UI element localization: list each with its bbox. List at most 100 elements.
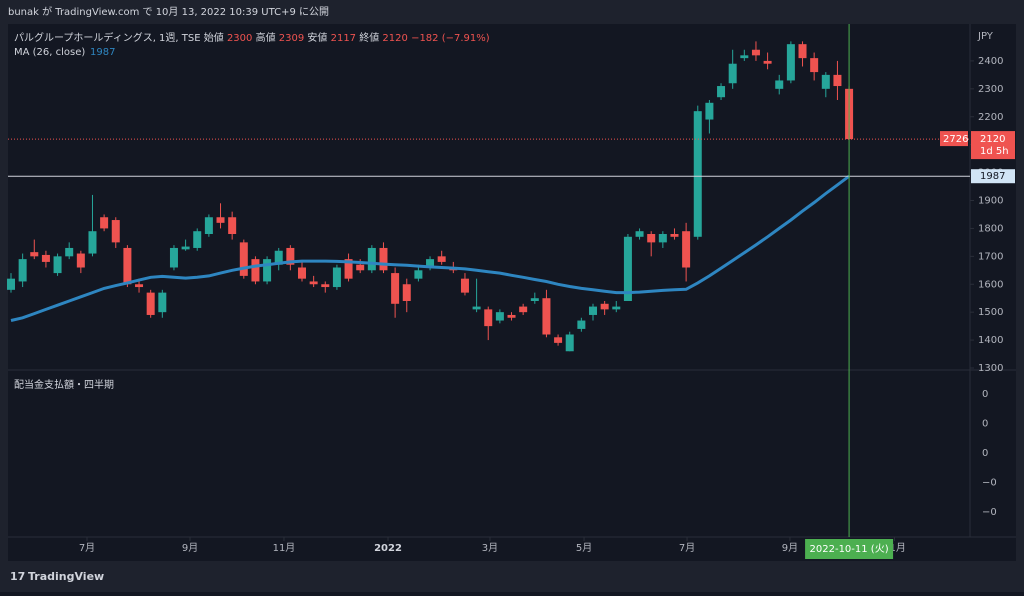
date-tag-bg (805, 539, 894, 559)
candle-body (181, 246, 190, 250)
candle-body (286, 247, 295, 265)
candle-body (356, 264, 365, 271)
crosshair-date: 2022-10-11 (火) (810, 543, 889, 555)
x-tick-label: 7月 (679, 542, 695, 554)
candle-body (414, 270, 423, 279)
legend-item: 終値 (359, 31, 379, 44)
x-tick-label: 7月 (79, 542, 95, 554)
candle-body (367, 247, 376, 271)
lower-tick-label: −0 (982, 478, 997, 489)
y-tick-label: 1700 (978, 251, 1003, 262)
candle-body (554, 337, 563, 343)
candle-body (460, 278, 469, 293)
candle-body (833, 74, 842, 87)
candle-body (100, 217, 109, 229)
logo-icon: 17 (10, 570, 25, 583)
candle-body (7, 278, 15, 290)
candle-body (763, 60, 772, 64)
legend-item: 2117 (331, 33, 356, 44)
lower-tick-label: 0 (982, 389, 988, 400)
legend-item: 安値 (307, 31, 327, 44)
currency: JPY (977, 31, 994, 42)
lower-tick-label: 0 (982, 448, 988, 459)
candle-body (426, 259, 435, 268)
chart-area (8, 24, 1016, 561)
candle-body (821, 74, 830, 89)
candle-body (693, 111, 702, 237)
candle-body (18, 259, 27, 282)
countdown: 1d 5h (980, 146, 1009, 157)
candle-body (228, 217, 237, 234)
candle-body (298, 267, 306, 279)
x-tick-label: 2022 (374, 543, 402, 554)
candle-body (204, 217, 213, 234)
candle-body (402, 284, 411, 301)
candle-body (682, 231, 691, 268)
candle-body (810, 58, 819, 73)
y-tick-label: 1300 (978, 363, 1003, 374)
candle-body (379, 247, 388, 271)
candle-body (705, 102, 714, 120)
candle-body (41, 254, 50, 262)
y-tick-label: 1800 (978, 223, 1003, 234)
y-tick-label: 1600 (978, 279, 1003, 290)
candle-body (472, 306, 481, 310)
candle-body (111, 220, 120, 243)
ma-tag: 1987 (980, 171, 1005, 182)
y-tick-label: 2200 (978, 112, 1003, 123)
candle-body (391, 273, 400, 304)
candle-body (623, 236, 632, 301)
candle-body (542, 298, 551, 335)
candle-body (135, 284, 144, 288)
legend-item: 2120 (382, 33, 407, 44)
y-tick-label: 1500 (978, 307, 1003, 318)
x-tick-label: 9月 (182, 542, 198, 554)
legend: パルグループホールディングス, 1週, TSE 始値 2300 高値 2309 … (14, 31, 490, 44)
ma-legend-value: 1987 (90, 47, 115, 58)
candle-body (577, 320, 586, 329)
legend-item: 高値 (256, 31, 276, 44)
lower-tick-label: −0 (982, 507, 997, 518)
candle-body (495, 312, 504, 321)
candle-body (123, 247, 132, 285)
candle-body (530, 298, 539, 301)
candle-body (507, 314, 516, 318)
candle-body (332, 267, 341, 288)
candle-body (88, 231, 97, 254)
candle-body (146, 292, 155, 315)
candle-body (239, 242, 248, 276)
candle-body (798, 44, 807, 59)
candle-body (565, 334, 574, 352)
footer-logo: TradingView (28, 570, 104, 583)
candle-body (169, 247, 178, 268)
lower-pane-title: 配当金支払額・四半期 (14, 378, 114, 391)
candle-body (76, 253, 85, 268)
other-tag-bg (940, 131, 968, 147)
candle-body (751, 49, 760, 56)
candle-body (309, 281, 318, 285)
candle-body (786, 44, 795, 81)
candle-body (30, 252, 39, 257)
ma-legend-name: MA (26, close) (14, 47, 85, 58)
candle-body (193, 231, 202, 248)
x-tick-label: 5月 (576, 542, 592, 554)
other-tag: 2726 (943, 134, 968, 145)
candle-body (484, 309, 493, 327)
candle-body (612, 306, 621, 310)
candle-body (274, 250, 283, 265)
candle-body (263, 259, 272, 282)
candle-body (740, 55, 749, 59)
y-tick-label: 2300 (978, 84, 1003, 95)
y-tick-label: 1400 (978, 335, 1003, 346)
legend-item: 2300 (227, 33, 252, 44)
candle-body (658, 234, 667, 243)
candle-body (158, 292, 167, 313)
candle-body (717, 86, 726, 98)
candle-body (216, 217, 225, 223)
candle-body (344, 259, 353, 279)
candle-body (635, 231, 644, 237)
candle-body (53, 256, 62, 274)
x-tick-label: 3月 (482, 542, 498, 554)
legend-item: 2309 (279, 33, 304, 44)
